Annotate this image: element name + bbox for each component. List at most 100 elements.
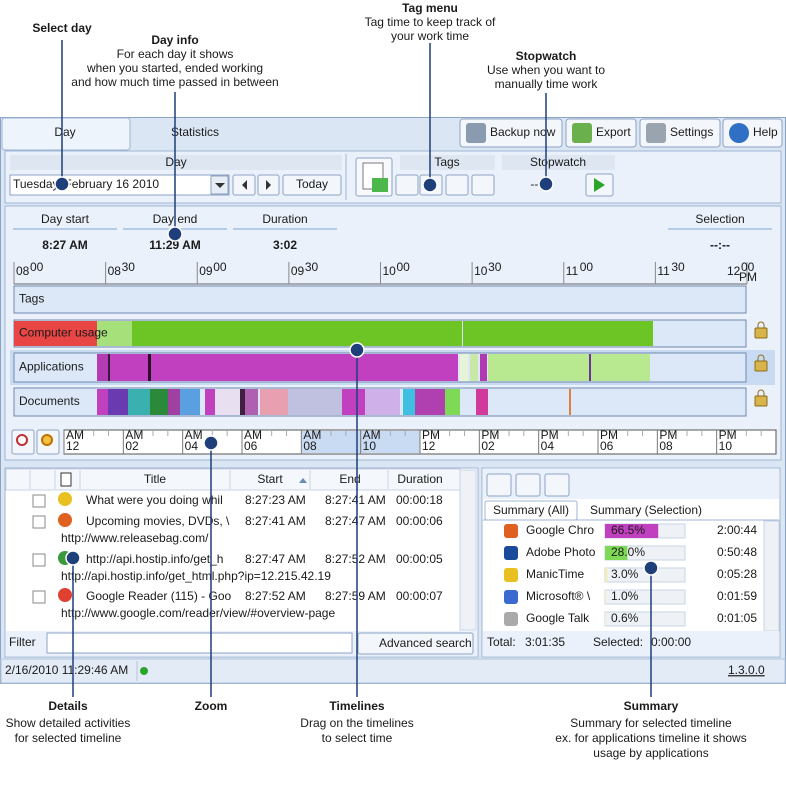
group-header: [400, 155, 495, 170]
percent-label: 28.0%: [611, 545, 645, 559]
callout-text: ex. for applications timeline it shows: [555, 731, 746, 745]
axis-minute: 00: [397, 260, 411, 274]
app-icon: [504, 590, 518, 604]
zoom-period: PM: [541, 428, 559, 442]
app-time: 0:01:05: [717, 611, 757, 625]
summary-tool-button[interactable]: [486, 473, 512, 497]
app-time: 0:01:59: [717, 589, 757, 603]
tag-tool-button[interactable]: [445, 174, 469, 196]
timeline-segment: [463, 321, 653, 346]
filter-input[interactable]: [46, 632, 353, 654]
row-end: 8:27:59 AM: [325, 589, 386, 603]
lock-icon[interactable]: [754, 395, 768, 407]
app-time: 0:50:48: [717, 545, 757, 559]
row-end: 8:27:52 AM: [325, 552, 386, 566]
timeline-segment: [245, 389, 258, 415]
tag-tool-button[interactable]: [471, 174, 495, 196]
timeline-segment: [14, 321, 97, 346]
tab-selected[interactable]: [1, 117, 131, 151]
stat-value: 8:27 AM: [42, 238, 88, 252]
zoom-hour: 06: [600, 439, 614, 453]
summary-tab-label: Summary (All): [493, 503, 569, 517]
timeline-segment: [205, 389, 215, 415]
percent-label: 66.5%: [611, 523, 645, 537]
callout-text: and how much time passed in between: [71, 75, 278, 89]
row-checkbox[interactable]: [32, 590, 46, 604]
group-header: [502, 155, 615, 170]
callout-dot: [349, 342, 365, 358]
app-icon: [504, 568, 518, 582]
callout-text: Summary for selected timeline: [570, 716, 732, 730]
filter-label: Filter: [9, 635, 36, 649]
callout-text: your work time: [391, 29, 469, 43]
row-checkbox[interactable]: [32, 494, 46, 508]
callout-dot: [538, 176, 554, 192]
row-start: 8:27:52 AM: [245, 589, 306, 603]
callout-dot: [203, 435, 219, 451]
row-url: http://www.releasebag.com/: [61, 531, 209, 545]
timeline-segment: [403, 389, 415, 415]
timeline-segment: [180, 389, 200, 415]
lock-shackle: [757, 321, 765, 328]
zoom-period: AM: [66, 428, 84, 442]
row-checkbox[interactable]: [32, 553, 46, 567]
timeline-bar[interactable]: [13, 285, 747, 314]
stat-value: 3:02: [273, 238, 297, 252]
lock-icon[interactable]: [754, 360, 768, 372]
axis-hour: 09: [291, 264, 305, 278]
axis-hour: 08: [108, 264, 122, 278]
zoom-hour: 12: [66, 439, 80, 453]
percent-label: 0.6%: [611, 611, 639, 625]
row-url: http://api.hostip.info/get_html.php?ip=1…: [61, 569, 331, 583]
callout-title: Zoom: [195, 699, 228, 713]
stat-value: --:--: [710, 238, 730, 252]
axis-hour: 11: [566, 264, 579, 278]
today-button[interactable]: [282, 174, 342, 196]
timeline-segment: [110, 354, 148, 381]
callout-text: manually time work: [495, 77, 599, 91]
timeline-segment: [415, 389, 445, 415]
timeline-segment: [260, 389, 288, 415]
arrow-glyph: [242, 180, 247, 190]
row-icon: [58, 513, 72, 527]
scrollbar: [459, 469, 477, 631]
summary-tool-button[interactable]: [515, 473, 541, 497]
total-value: 3:01:35: [525, 635, 565, 649]
group-header-text: Stopwatch: [530, 155, 586, 169]
callout-text: to select time: [322, 731, 393, 745]
zoom-hour: 02: [125, 439, 139, 453]
timeline-segment: [589, 354, 591, 381]
row-end: 8:27:47 AM: [325, 514, 386, 528]
zoom-period: PM: [719, 428, 737, 442]
callout-title: Day info: [151, 33, 198, 47]
timeline-label: Documents: [19, 394, 80, 408]
zoom-period: AM: [244, 428, 262, 442]
axis-suffix: PM: [739, 270, 757, 284]
callout-text: Show detailed activities: [6, 716, 131, 730]
summary-tool-button[interactable]: [544, 473, 570, 497]
lock-icon[interactable]: [754, 327, 768, 339]
timeline-label: Computer usage: [19, 326, 108, 340]
zoom-hour: 02: [481, 439, 495, 453]
arrow-glyph: [215, 183, 225, 188]
timeline-segment: [97, 389, 108, 415]
row-start: 8:27:23 AM: [245, 493, 306, 507]
lock-shackle: [757, 389, 765, 396]
stat-label: Selection: [695, 212, 744, 226]
status-datetime: 2/16/2010 11:29:46 AM: [5, 663, 128, 677]
toolbar-label: Help: [753, 125, 778, 139]
details-header: [5, 468, 461, 491]
row-end: 8:27:41 AM: [325, 493, 386, 507]
search-button[interactable]: [357, 632, 474, 655]
timeline-segment: [460, 354, 468, 381]
stat-label: Day start: [41, 212, 90, 226]
zoom-period: AM: [363, 428, 381, 442]
tag-icon-plus: [372, 178, 388, 192]
row-checkbox[interactable]: [32, 515, 46, 529]
percent-bar: [605, 546, 628, 560]
tag-tool-button[interactable]: [395, 174, 419, 196]
column-header: Duration: [397, 472, 442, 486]
timeline-segment: [97, 321, 132, 346]
axis-minute: 00: [580, 260, 594, 274]
axis-hour: 08: [16, 264, 30, 278]
